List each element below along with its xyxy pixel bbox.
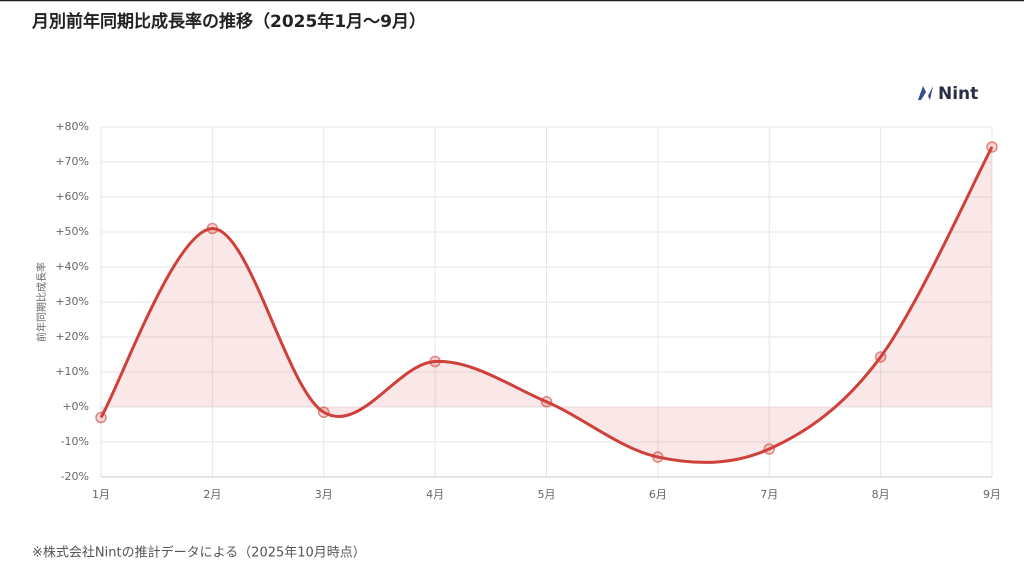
y-tick-label: +30% (55, 295, 89, 308)
y-tick-label: +80% (55, 120, 89, 133)
line (99, 146, 994, 464)
x-tick-label: 3月 (315, 488, 333, 501)
x-tick-label: 4月 (426, 488, 444, 501)
point (763, 443, 775, 455)
x-tick-label: 6月 (649, 488, 667, 501)
point (429, 355, 441, 368)
y-tick-label: +50% (55, 225, 89, 238)
point (986, 141, 998, 153)
point (652, 451, 664, 463)
x-tick-label: 8月 (872, 488, 890, 501)
y-tick-label: +70% (55, 155, 89, 168)
x-tick-label: 9月 (983, 488, 1001, 501)
x-tick-label: 5月 (538, 488, 556, 501)
chart-title: 月別前年同期比成長率の推移（2025年1月〜9月） (31, 11, 426, 32)
y-tick-label: -20% (61, 470, 89, 483)
y-axis-label: 前年同期比成長率 (35, 262, 48, 342)
point (206, 222, 219, 235)
logo-text: Nint (938, 84, 978, 104)
y-tick-label: +40% (55, 260, 89, 273)
x-tick-label: 2月 (203, 488, 221, 501)
y-tick-label: -10% (61, 435, 89, 448)
y-tick-label: +10% (55, 365, 89, 378)
x-tick-label: 7月 (760, 488, 778, 501)
point (874, 351, 887, 363)
point (95, 411, 107, 424)
y-tick-label: +60% (55, 190, 89, 203)
logo: Nint (916, 84, 978, 104)
footnote: ※株式会社Nintの推計データによる（2025年10月時点） (32, 545, 366, 561)
logo-icon (918, 86, 933, 100)
y-tick-label: +20% (55, 330, 89, 343)
y-tick-label: +0% (62, 400, 89, 413)
point (318, 406, 330, 418)
x-tick-label: 1月 (92, 488, 110, 501)
point (540, 396, 553, 408)
